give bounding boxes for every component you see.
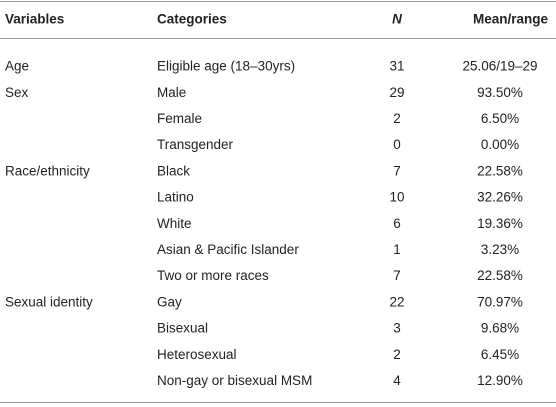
cell: 3.23% xyxy=(481,242,519,257)
cell: 19.36% xyxy=(477,216,523,231)
cell: 31 xyxy=(389,59,404,74)
cell: 22 xyxy=(389,294,404,309)
cell: Bisexual xyxy=(157,321,208,336)
cell: 0 xyxy=(393,137,401,152)
cell: 25.06/19–29 xyxy=(462,59,537,74)
cell: 29 xyxy=(389,85,404,100)
cell: Male xyxy=(157,85,186,100)
cell: Black xyxy=(157,163,190,178)
cell: White xyxy=(157,216,192,231)
header-cell: Mean/range xyxy=(473,12,549,27)
cell: 32.26% xyxy=(477,190,523,205)
cell: Female xyxy=(157,111,202,126)
cell: Non-gay or bisexual MSM xyxy=(157,373,312,388)
cell: 4 xyxy=(393,373,401,388)
cell: Two or more races xyxy=(157,268,269,283)
cell: Eligible age (18–30yrs) xyxy=(157,59,295,74)
cell: Sex xyxy=(5,85,29,100)
cell: 93.50% xyxy=(477,85,523,100)
cell: 0.00% xyxy=(481,137,519,152)
cell: 7 xyxy=(393,163,401,178)
cell: Sexual identity xyxy=(5,294,93,309)
cell: 22.58% xyxy=(477,163,523,178)
cell: 1 xyxy=(393,242,401,257)
cell: 7 xyxy=(393,268,401,283)
cell: Gay xyxy=(157,294,182,309)
cell: 9.68% xyxy=(481,321,519,336)
cell: 10 xyxy=(389,190,404,205)
cell: 3 xyxy=(393,321,401,336)
cell: Transgender xyxy=(157,137,234,152)
cell: Heterosexual xyxy=(157,347,237,362)
cell: 22.58% xyxy=(477,268,523,283)
header-cell: Categories xyxy=(157,12,227,27)
cell: 70.97% xyxy=(477,294,523,309)
cell: 2 xyxy=(393,347,401,362)
header-cell: Variables xyxy=(5,12,64,27)
cell: 6.45% xyxy=(481,347,519,362)
header-cell: N xyxy=(392,12,402,27)
cell: 12.90% xyxy=(477,373,523,388)
cell: 6 xyxy=(393,216,401,231)
cell: 6.50% xyxy=(481,111,519,126)
cell: Race/ethnicity xyxy=(5,163,90,178)
cell: 2 xyxy=(393,111,401,126)
cell: Asian & Pacific Islander xyxy=(157,242,299,257)
cell: Latino xyxy=(157,190,194,205)
cell: Age xyxy=(5,59,29,74)
